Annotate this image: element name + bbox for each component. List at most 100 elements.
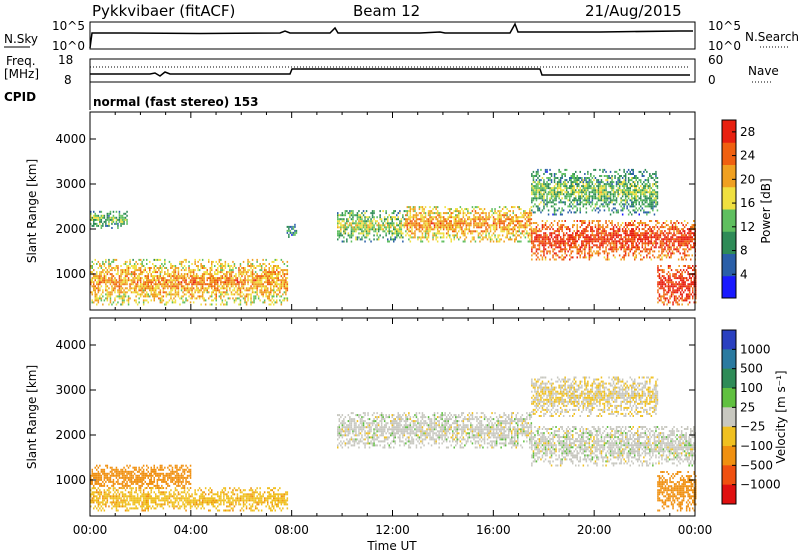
echo-cell: [595, 195, 597, 197]
echo-cell: [108, 304, 110, 306]
echo-cell: [577, 191, 579, 193]
echo-cell: [229, 283, 231, 285]
echo-cell: [574, 244, 576, 246]
echo-cell: [429, 224, 431, 226]
echo-cell: [584, 228, 586, 230]
echo-cell: [589, 254, 591, 256]
echo-cell: [120, 287, 122, 289]
echo-cell: [540, 195, 542, 197]
echo-cell: [572, 224, 574, 226]
echo-cell: [252, 269, 254, 271]
echo-cell: [122, 217, 124, 219]
echo-cell: [417, 238, 419, 240]
echo-cell: [110, 299, 112, 301]
echo-cell: [601, 240, 603, 242]
echo-cell: [578, 248, 580, 250]
echo-cell: [604, 230, 606, 232]
echo-cell: [285, 277, 287, 279]
echo-cell: [208, 291, 210, 293]
echo-cell: [605, 179, 607, 181]
echo-cell: [367, 226, 369, 228]
echo-cell: [191, 297, 193, 299]
echo-cell: [475, 216, 477, 218]
echo-cell: [440, 224, 442, 226]
echo-cell: [464, 232, 466, 234]
echo-cell: [523, 226, 525, 228]
echo-cell: [661, 224, 663, 226]
echo-cell: [539, 236, 541, 238]
echo-cell: [181, 277, 183, 279]
echo-cell: [599, 195, 601, 197]
echo-cell: [620, 183, 622, 185]
echo-cell: [134, 263, 136, 265]
echo-cell: [599, 185, 601, 187]
echo-cell: [134, 271, 136, 273]
echo-cell: [376, 224, 378, 226]
echo-cell: [472, 206, 474, 208]
echo-cell: [428, 226, 430, 228]
echo-cell: [451, 226, 453, 228]
echo-cell: [571, 189, 573, 191]
echo-cell: [543, 193, 545, 195]
echo-cell: [534, 240, 536, 242]
echo-cell: [580, 177, 582, 179]
echo-cell: [571, 238, 573, 240]
echo-cell: [578, 193, 580, 195]
echo-cell: [119, 215, 121, 217]
echo-cell: [510, 236, 512, 238]
echo-cell: [522, 220, 524, 222]
echo-cell: [569, 209, 571, 211]
echo-cell: [285, 291, 287, 293]
echo-cell: [577, 203, 579, 205]
echo-cell: [222, 299, 224, 301]
echo-cell: [132, 291, 134, 293]
echo-cell: [533, 177, 535, 179]
echo-cell: [294, 232, 296, 234]
echo-cell: [348, 212, 350, 214]
echo-cell: [438, 232, 440, 234]
echo-cell: [351, 222, 353, 224]
echo-cell: [176, 279, 178, 281]
echo-cell: [203, 271, 205, 273]
echo-cell: [548, 179, 550, 181]
echo-cell: [607, 226, 609, 228]
echo-cell: [194, 291, 196, 293]
echo-cell: [160, 273, 162, 275]
echo-cell: [226, 277, 228, 279]
echo-cell: [120, 291, 122, 293]
echo-cell: [584, 240, 586, 242]
echo-cell: [108, 287, 110, 289]
echo-cell: [231, 281, 233, 283]
echo-cell: [596, 232, 598, 234]
echo-cell: [253, 287, 255, 289]
echo-cell: [592, 183, 594, 185]
echo-cell: [608, 259, 610, 261]
echo-cell: [572, 238, 574, 240]
echo-cell: [166, 304, 168, 306]
echo-cell: [543, 226, 545, 228]
echo-cell: [237, 289, 239, 291]
echo-cell: [446, 236, 448, 238]
echo-cell: [437, 224, 439, 226]
echo-cell: [238, 297, 240, 299]
echo-cell: [578, 252, 580, 254]
echo-cell: [651, 236, 653, 238]
echo-cell: [620, 248, 622, 250]
echo-cell: [536, 230, 538, 232]
echo-cell: [666, 238, 668, 240]
echo-cell: [583, 187, 585, 189]
echo-cell: [678, 248, 680, 250]
echo-cell: [205, 267, 207, 269]
echo-cell: [379, 228, 381, 230]
echo-cell: [640, 220, 642, 222]
echo-cell: [220, 279, 222, 281]
echo-cell: [240, 273, 242, 275]
echo-cell: [240, 304, 242, 306]
echo-cell: [560, 193, 562, 195]
echo-cell: [234, 289, 236, 291]
echo-cell: [417, 218, 419, 220]
echo-cell: [270, 265, 272, 267]
echo-cell: [410, 234, 412, 236]
echo-cell: [373, 218, 375, 220]
echo-cell: [639, 248, 641, 250]
